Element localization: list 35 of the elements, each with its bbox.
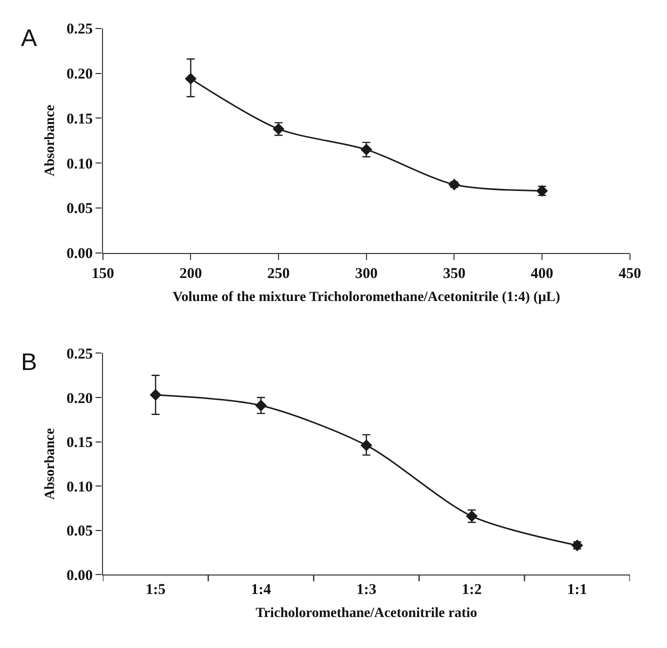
y-axis-title: Absorbance (43, 104, 58, 176)
x-tick-label: 1:4 (250, 582, 272, 598)
x-tick-label: 150 (92, 266, 114, 282)
y-tick-label: 0.00 (66, 568, 93, 584)
x-tick-label: 1:1 (567, 582, 588, 598)
x-tick-label: 200 (179, 266, 202, 282)
y-tick-label: 0.15 (66, 111, 93, 128)
y-axis-title: Absorbance (43, 428, 58, 500)
x-axis-title: Tricholoromethane/Acetonitrile ratio (256, 606, 478, 622)
x-tick-label: 350 (442, 266, 466, 282)
y-tick-label: 0.05 (66, 201, 93, 218)
x-axis-title: Volume of the mixture Tricholoromethane/Acetonitrile (1:4) (µL) (172, 290, 560, 306)
point (184, 72, 197, 85)
y-tick-label: 0.10 (66, 479, 93, 496)
y-tick-label: 0.15 (66, 435, 93, 452)
x-tick-label: 1:3 (356, 582, 376, 598)
x-tick-label: 1:2 (462, 582, 482, 598)
point (360, 439, 372, 452)
y-tick-label: 0.10 (66, 156, 93, 172)
y-tick-label: 0.00 (66, 246, 93, 262)
point (448, 178, 460, 190)
point (255, 400, 267, 412)
y-tick-label: 0.25 (66, 346, 93, 362)
y-tick-label: 0.20 (66, 390, 93, 407)
text: B (21, 349, 38, 376)
x-tick-label: 1:5 (146, 582, 166, 598)
point (150, 389, 162, 401)
y-tick-label: 0.25 (66, 22, 93, 38)
x-tick-label: 300 (355, 266, 378, 282)
y-tick-label: 0.05 (66, 524, 93, 540)
text: A (21, 25, 38, 52)
x-tick-label: 400 (530, 266, 554, 282)
x-tick-label: 250 (267, 266, 290, 282)
x-tick-label: 450 (618, 266, 642, 282)
y-tick-label: 0.20 (66, 66, 93, 83)
